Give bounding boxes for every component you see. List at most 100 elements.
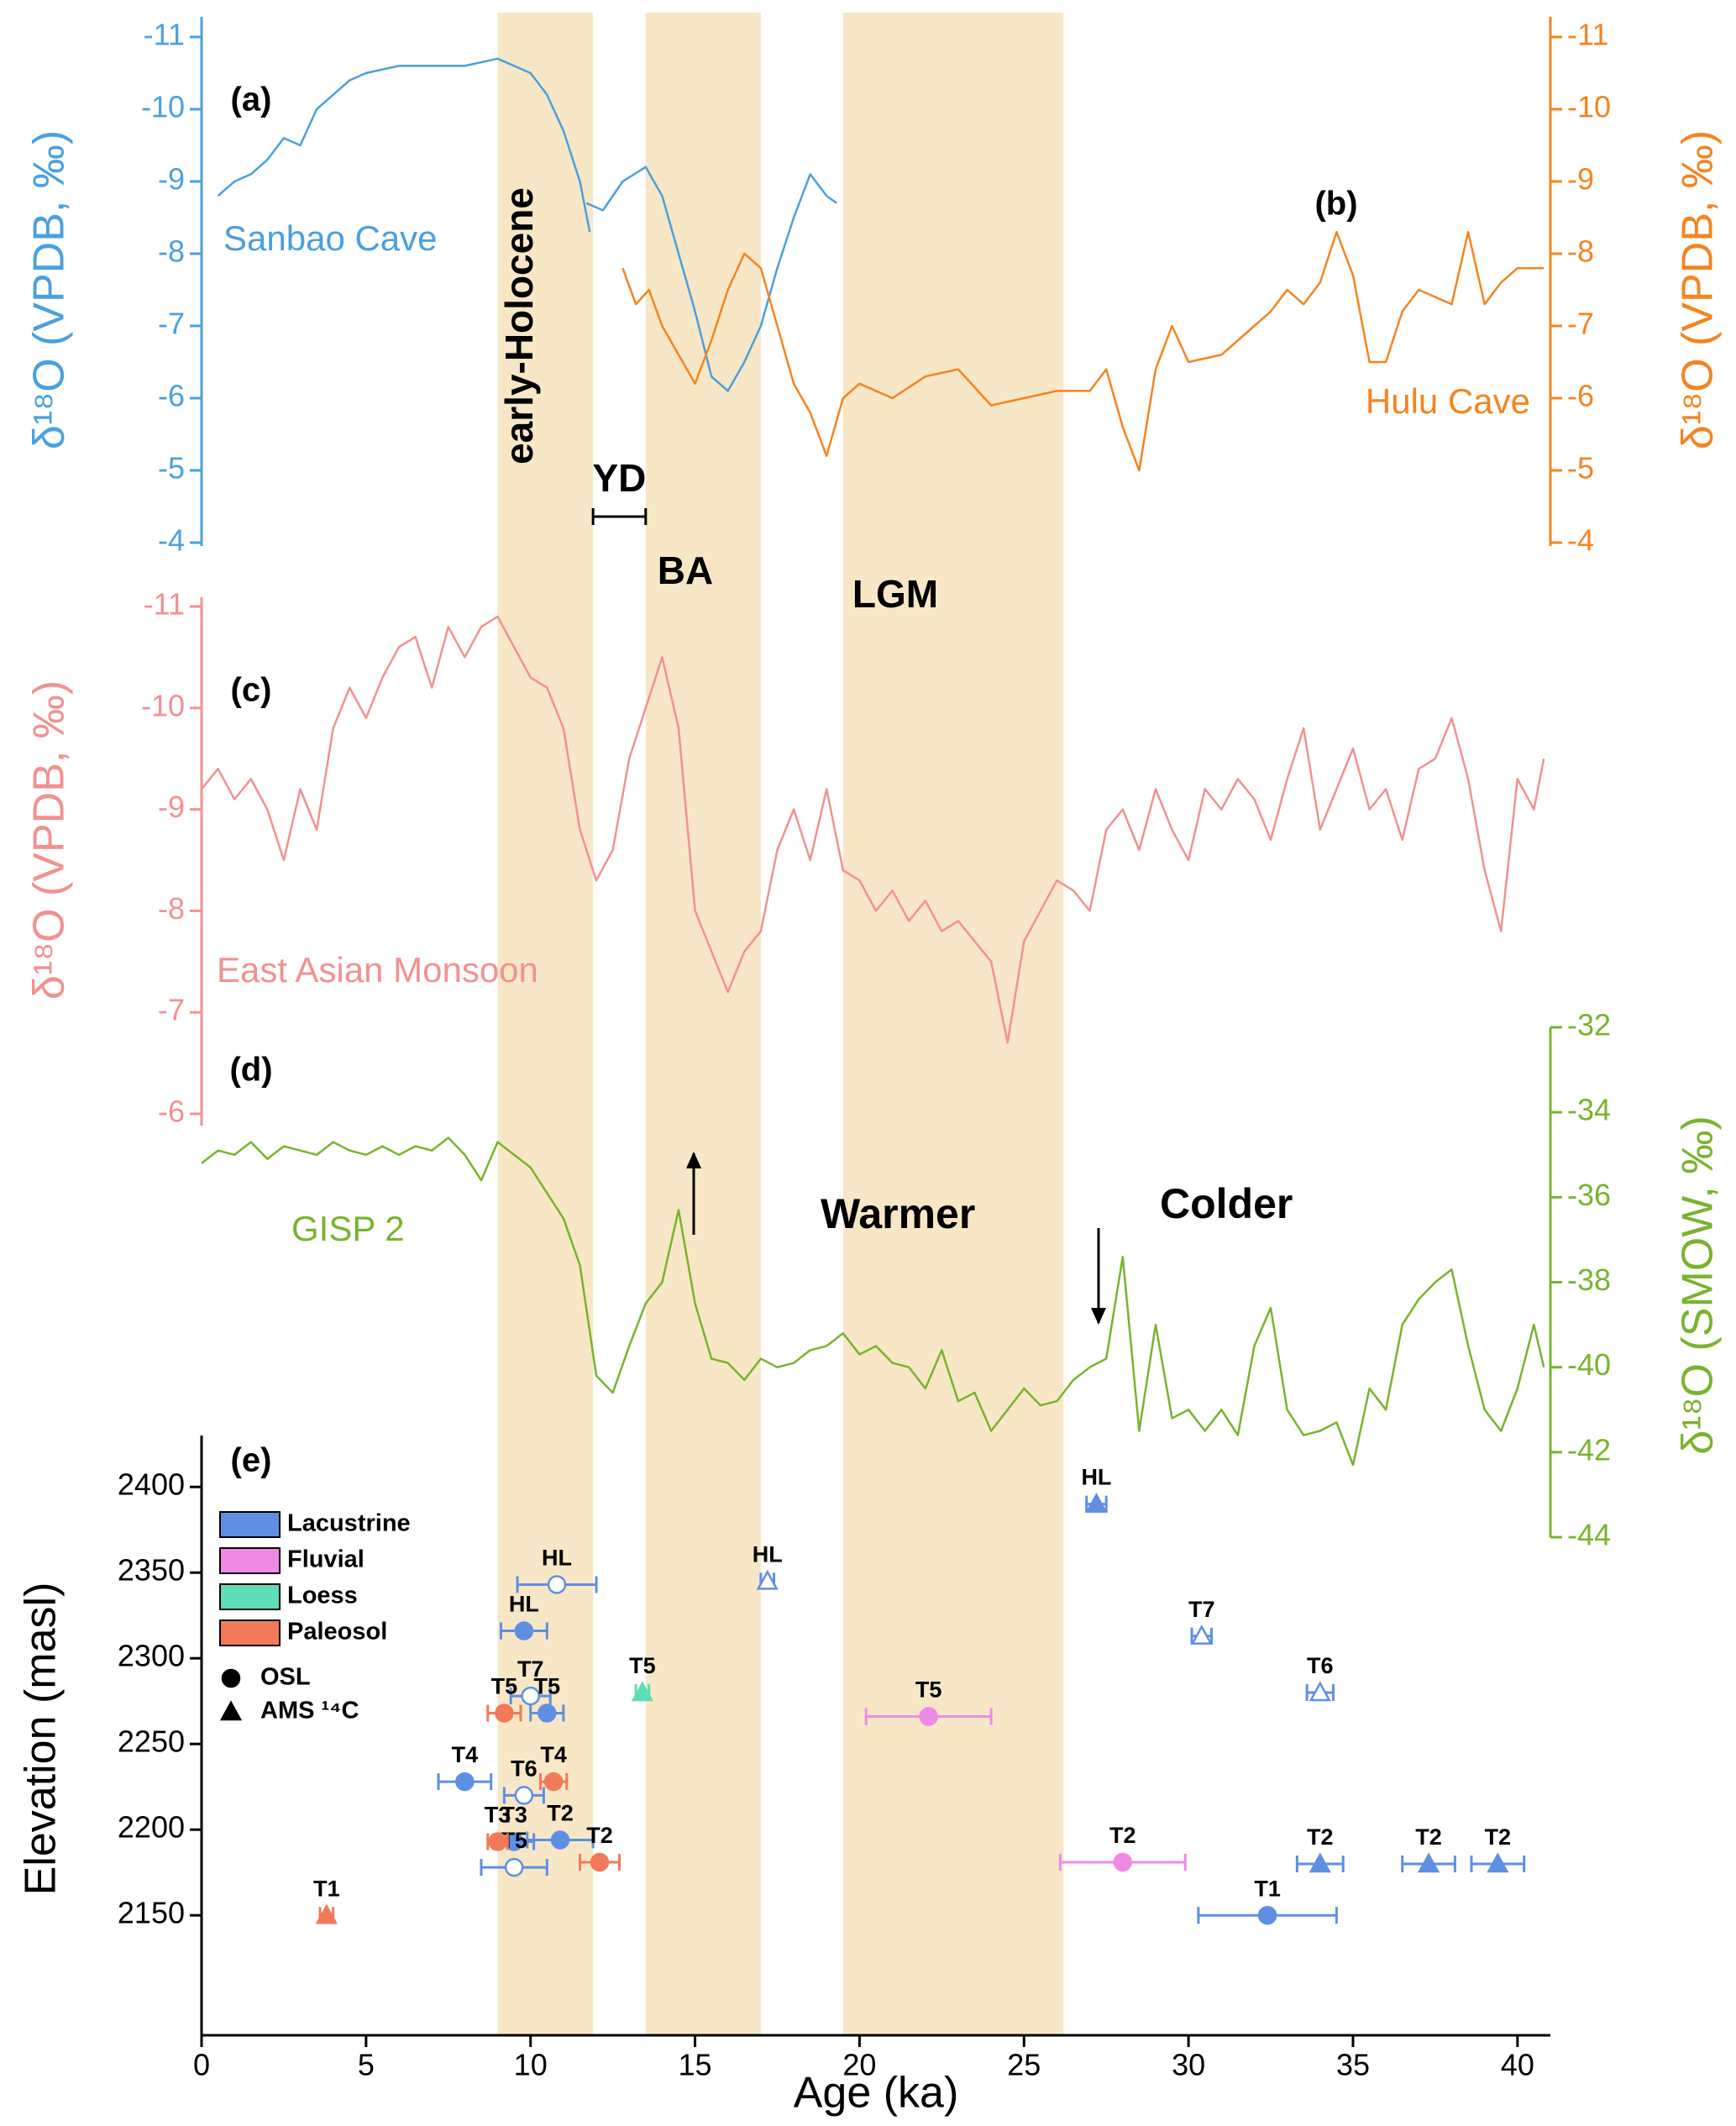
y-tick-label: -5 <box>1567 451 1594 486</box>
y-tick-label: -7 <box>158 993 185 1027</box>
point-label: T5 <box>534 1674 561 1699</box>
data-line <box>201 1136 1545 1467</box>
panel-label: (b) <box>1314 186 1357 223</box>
x-tick-label: 15 <box>679 2048 712 2082</box>
marker <box>219 1700 243 1721</box>
y-axis-title: δ¹⁸O (VPDB, ‰) <box>1674 130 1723 449</box>
y-tick-label: -8 <box>158 234 185 269</box>
y-tick-label: 2300 <box>118 1639 185 1673</box>
marker <box>756 1569 779 1590</box>
marker <box>1085 1493 1108 1513</box>
point-label: T3 <box>485 1803 511 1828</box>
marker <box>1113 1852 1133 1872</box>
period-label: early-Holocene <box>497 187 541 465</box>
point-label: T6 <box>1307 1653 1334 1678</box>
y-tick-label: -7 <box>158 307 185 341</box>
shaded-period <box>842 13 1064 2035</box>
y-tick-label: -9 <box>158 162 185 197</box>
marker <box>221 1668 241 1688</box>
marker <box>504 1857 524 1877</box>
x-tick-label: 0 <box>193 2048 210 2082</box>
legend-label: OSL <box>260 1664 311 1691</box>
point-label: T6 <box>511 1756 538 1782</box>
data-line <box>201 615 1545 1044</box>
legend-label: AMS ¹⁴C <box>260 1698 359 1724</box>
marker <box>631 1681 654 1702</box>
y-tick-label: -4 <box>1567 523 1594 558</box>
x-axis-title: Age (ka) <box>794 2069 959 2118</box>
x-tick-label: 40 <box>1501 2048 1534 2082</box>
marker <box>919 1707 938 1726</box>
period-label: LGM <box>852 572 938 616</box>
y-tick-label: -8 <box>158 891 185 926</box>
y-tick-label: 2350 <box>118 1553 185 1588</box>
marker <box>543 1772 564 1792</box>
annotation: Colder <box>1160 1180 1293 1227</box>
y-tick-label: -9 <box>1567 162 1594 197</box>
series-label: Hulu Cave <box>1366 381 1530 421</box>
data-line <box>621 230 1545 472</box>
panel-label: (c) <box>231 672 272 709</box>
legend-swatch <box>219 1619 281 1646</box>
y-axis-title: δ¹⁸O (VPDB, ‰) <box>25 130 74 449</box>
marker <box>538 1703 557 1723</box>
series-label: East Asian Monsoon <box>217 950 538 990</box>
marker <box>1309 1852 1331 1873</box>
marker <box>1487 1852 1509 1873</box>
marker <box>315 1903 338 1924</box>
legend-swatch <box>219 1547 281 1574</box>
y-tick-label: 2250 <box>118 1724 185 1759</box>
marker <box>1309 1681 1331 1702</box>
y-tick-label: -36 <box>1567 1178 1611 1212</box>
x-tick-label: 5 <box>358 2048 375 2082</box>
point-label: HL <box>1081 1465 1111 1490</box>
y-tick-label: 2150 <box>118 1896 185 1930</box>
shaded-period <box>645 13 761 2035</box>
marker <box>521 1686 540 1706</box>
marker <box>547 1575 567 1594</box>
y-tick-label: -8 <box>1567 234 1594 269</box>
y-tick-label: -40 <box>1567 1347 1611 1382</box>
y-tick-label: 2400 <box>118 1467 185 1502</box>
series-label: GISP 2 <box>291 1209 405 1248</box>
point-label: T4 <box>540 1742 567 1767</box>
y-axis-title: δ¹⁸O (SMOW, ‰) <box>1674 1115 1723 1454</box>
legend-swatch <box>219 1511 281 1538</box>
legend-swatch <box>219 1583 281 1610</box>
legend-label: Loess <box>287 1583 358 1609</box>
y-tick-label: -11 <box>144 587 185 622</box>
x-tick-label: 25 <box>1007 2048 1041 2082</box>
point-label: T7 <box>1188 1597 1215 1622</box>
marker <box>488 1832 507 1851</box>
point-label: HL <box>542 1546 572 1571</box>
y-tick-label: -34 <box>1567 1093 1611 1127</box>
annotation: Warmer <box>821 1190 975 1237</box>
y-tick-label: -38 <box>1567 1262 1611 1297</box>
y-axis-title: Elevation (masl) <box>17 1583 66 1896</box>
point-label: T2 <box>1307 1824 1334 1850</box>
y-tick-label: -32 <box>1567 1008 1611 1042</box>
arrow-head <box>1091 1308 1106 1325</box>
legend-label: Paleosol <box>287 1619 387 1646</box>
y-tick-label: -10 <box>141 90 185 124</box>
panel-label: (d) <box>229 1052 272 1089</box>
x-tick-label: 20 <box>842 2048 876 2082</box>
x-tick-label: 10 <box>514 2048 548 2082</box>
y-tick-label: -11 <box>1567 18 1608 52</box>
point-label: T1 <box>313 1876 340 1901</box>
point-label: T2 <box>586 1823 613 1848</box>
y-tick-label: -7 <box>1567 307 1594 341</box>
y-tick-label: -10 <box>141 688 185 722</box>
y-tick-label: -11 <box>144 18 185 52</box>
arrow-head <box>686 1152 701 1168</box>
x-tick-label: 35 <box>1336 2048 1370 2082</box>
marker <box>514 1786 534 1805</box>
y-tick-label: -6 <box>158 1094 185 1129</box>
point-label: T2 <box>1485 1824 1512 1850</box>
y-axis-title: δ¹⁸O (VPDB, ‰) <box>25 680 74 1000</box>
point-label: T5 <box>915 1677 942 1703</box>
marker <box>514 1621 534 1640</box>
point-label: HL <box>509 1592 539 1617</box>
y-tick-label: -44 <box>1567 1518 1611 1552</box>
